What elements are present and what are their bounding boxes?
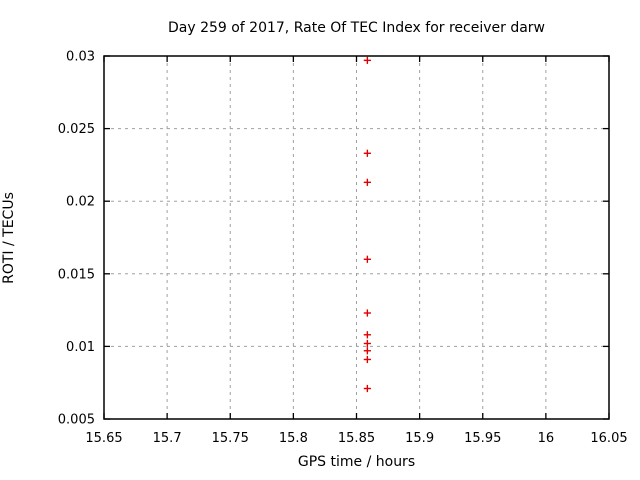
svg-text:16.05: 16.05 — [590, 431, 627, 446]
svg-text:15.7: 15.7 — [153, 431, 182, 446]
data-points — [363, 56, 371, 393]
data-point-marker — [363, 56, 371, 64]
data-point-marker — [363, 309, 371, 317]
data-point-marker — [363, 331, 371, 339]
data-point-marker — [363, 355, 371, 364]
data-point-marker — [363, 339, 371, 348]
data-point-marker — [363, 347, 371, 355]
x-tick-labels: 15.65 15.7 15.75 15.8 15.85 15.9 15.95 16 16.05 — [85, 431, 627, 446]
data-point-marker — [363, 255, 371, 263]
svg-text:0.015: 0.015 — [58, 267, 95, 282]
data-point-marker — [363, 384, 371, 393]
svg-text:0.025: 0.025 — [58, 122, 95, 137]
svg-text:15.9: 15.9 — [405, 431, 434, 446]
chart-title: Day 259 of 2017, Rate Of TEC Index for r… — [167, 20, 546, 36]
tick-marks — [103, 55, 610, 420]
svg-text:0.01: 0.01 — [66, 340, 95, 355]
svg-text:16: 16 — [538, 431, 555, 446]
svg-text:0.03: 0.03 — [66, 50, 95, 65]
y-tick-labels: 0.005 0.01 0.015 0.02 0.025 0.03 — [58, 50, 95, 428]
svg-text:15.75: 15.75 — [212, 431, 249, 446]
x-axis-label: GPS time / hours — [297, 454, 416, 470]
svg-text:15.65: 15.65 — [85, 431, 122, 446]
data-point-marker — [363, 178, 371, 186]
grid-lines — [104, 56, 609, 419]
svg-text:15.85: 15.85 — [338, 431, 375, 446]
svg-text:15.8: 15.8 — [279, 431, 308, 446]
data-point-marker — [363, 149, 371, 157]
svg-text:0.005: 0.005 — [58, 413, 95, 428]
svg-text:0.02: 0.02 — [66, 195, 95, 210]
svg-text:15.95: 15.95 — [464, 431, 501, 446]
